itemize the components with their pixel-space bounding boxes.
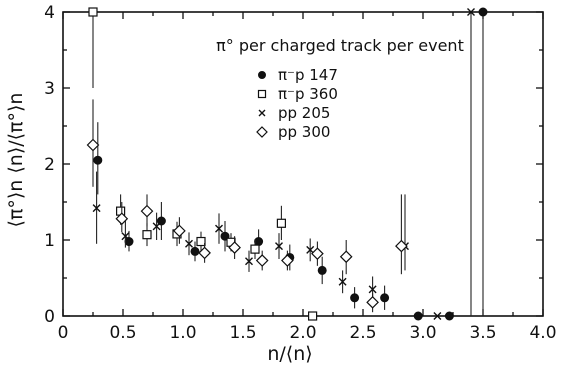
data-point-open-diamond <box>228 241 241 254</box>
data-point-filled-circle <box>444 311 454 321</box>
data-point-filled-circle <box>124 237 134 247</box>
series-group <box>92 8 475 320</box>
x-tick-label: 3.5 <box>469 323 496 343</box>
data-point-filled-circle <box>258 71 266 79</box>
legend-label: pp 300 <box>278 123 330 141</box>
data-point-open-diamond <box>339 250 353 264</box>
x-tick-label: 3.0 <box>409 323 436 343</box>
y-tick-label: 2 <box>44 155 55 175</box>
y-tick-label: 4 <box>44 3 55 23</box>
data-point-x <box>338 277 347 286</box>
x-tick-label: 0 <box>58 323 69 343</box>
data-point-x <box>245 257 253 266</box>
data-point-x <box>433 312 442 320</box>
data-point-x <box>258 109 266 117</box>
data-point-open-diamond <box>115 212 129 226</box>
data-point-x <box>152 222 161 231</box>
data-point-open-diamond <box>140 204 154 218</box>
data-point-open-square <box>88 7 98 17</box>
data-point-open-square <box>142 230 152 240</box>
data-point-x <box>185 239 193 248</box>
x-tick-label: 1.0 <box>169 323 196 343</box>
legend-label: π⁻p 147 <box>278 66 338 84</box>
data-point-x <box>467 8 475 16</box>
x-axis-title: n/⟨n⟩ <box>267 343 312 365</box>
legend-label: pp 205 <box>278 104 330 122</box>
data-point-open-square <box>308 311 318 321</box>
x-tick-label: 0.5 <box>109 323 136 343</box>
y-axis-title: ⟨π°⟩n ⟨n⟩/⟨π°⟩n <box>5 93 27 228</box>
y-tick-label: 0 <box>44 307 55 327</box>
data-point-filled-circle <box>350 293 360 303</box>
data-points <box>86 7 488 321</box>
data-point-filled-circle <box>380 293 390 303</box>
data-point-x <box>121 232 130 241</box>
series-group <box>86 99 408 313</box>
data-point-x <box>275 242 283 251</box>
data-point-filled-circle <box>478 7 488 17</box>
data-point-open-diamond <box>173 224 186 238</box>
data-point-open-square <box>196 236 206 247</box>
y-tick-label: 1 <box>44 231 55 251</box>
data-point-x <box>368 285 377 294</box>
axes: 0 0.5 1.0 1.5 2.0 2.5 3.0 3.5 4.0 0 1 2 3 4 <box>44 3 556 343</box>
data-point-open-diamond <box>395 239 408 253</box>
y-tick-label: 3 <box>44 79 55 99</box>
data-point-open-diamond <box>256 126 268 138</box>
data-point-filled-circle <box>254 237 264 247</box>
data-point-open-diamond <box>255 254 269 267</box>
data-point-open-diamond <box>311 247 324 261</box>
x-tick-label: 2.5 <box>349 323 376 343</box>
data-point-filled-circle <box>93 155 103 165</box>
x-tick-label: 1.5 <box>229 323 256 343</box>
data-point-filled-circle <box>190 246 200 256</box>
data-point-filled-circle <box>413 311 423 321</box>
data-point-open-diamond <box>366 295 379 309</box>
data-point-x <box>215 224 223 233</box>
data-point-open-diamond <box>281 254 294 267</box>
data-point-open-square <box>276 218 286 228</box>
data-point-open-square <box>257 89 267 99</box>
legend-label: π⁻p 360 <box>278 85 338 103</box>
data-point-open-square <box>250 244 260 254</box>
series-group <box>88 7 318 321</box>
data-point-x <box>92 204 101 213</box>
data-point-open-diamond <box>86 138 100 152</box>
chart-title: π° per charged track per event <box>216 36 464 55</box>
data-point-open-diamond <box>198 246 211 260</box>
x-tick-label: 4.0 <box>529 323 556 343</box>
x-tick-label: 2.0 <box>289 323 316 343</box>
data-point-filled-circle <box>317 265 327 275</box>
